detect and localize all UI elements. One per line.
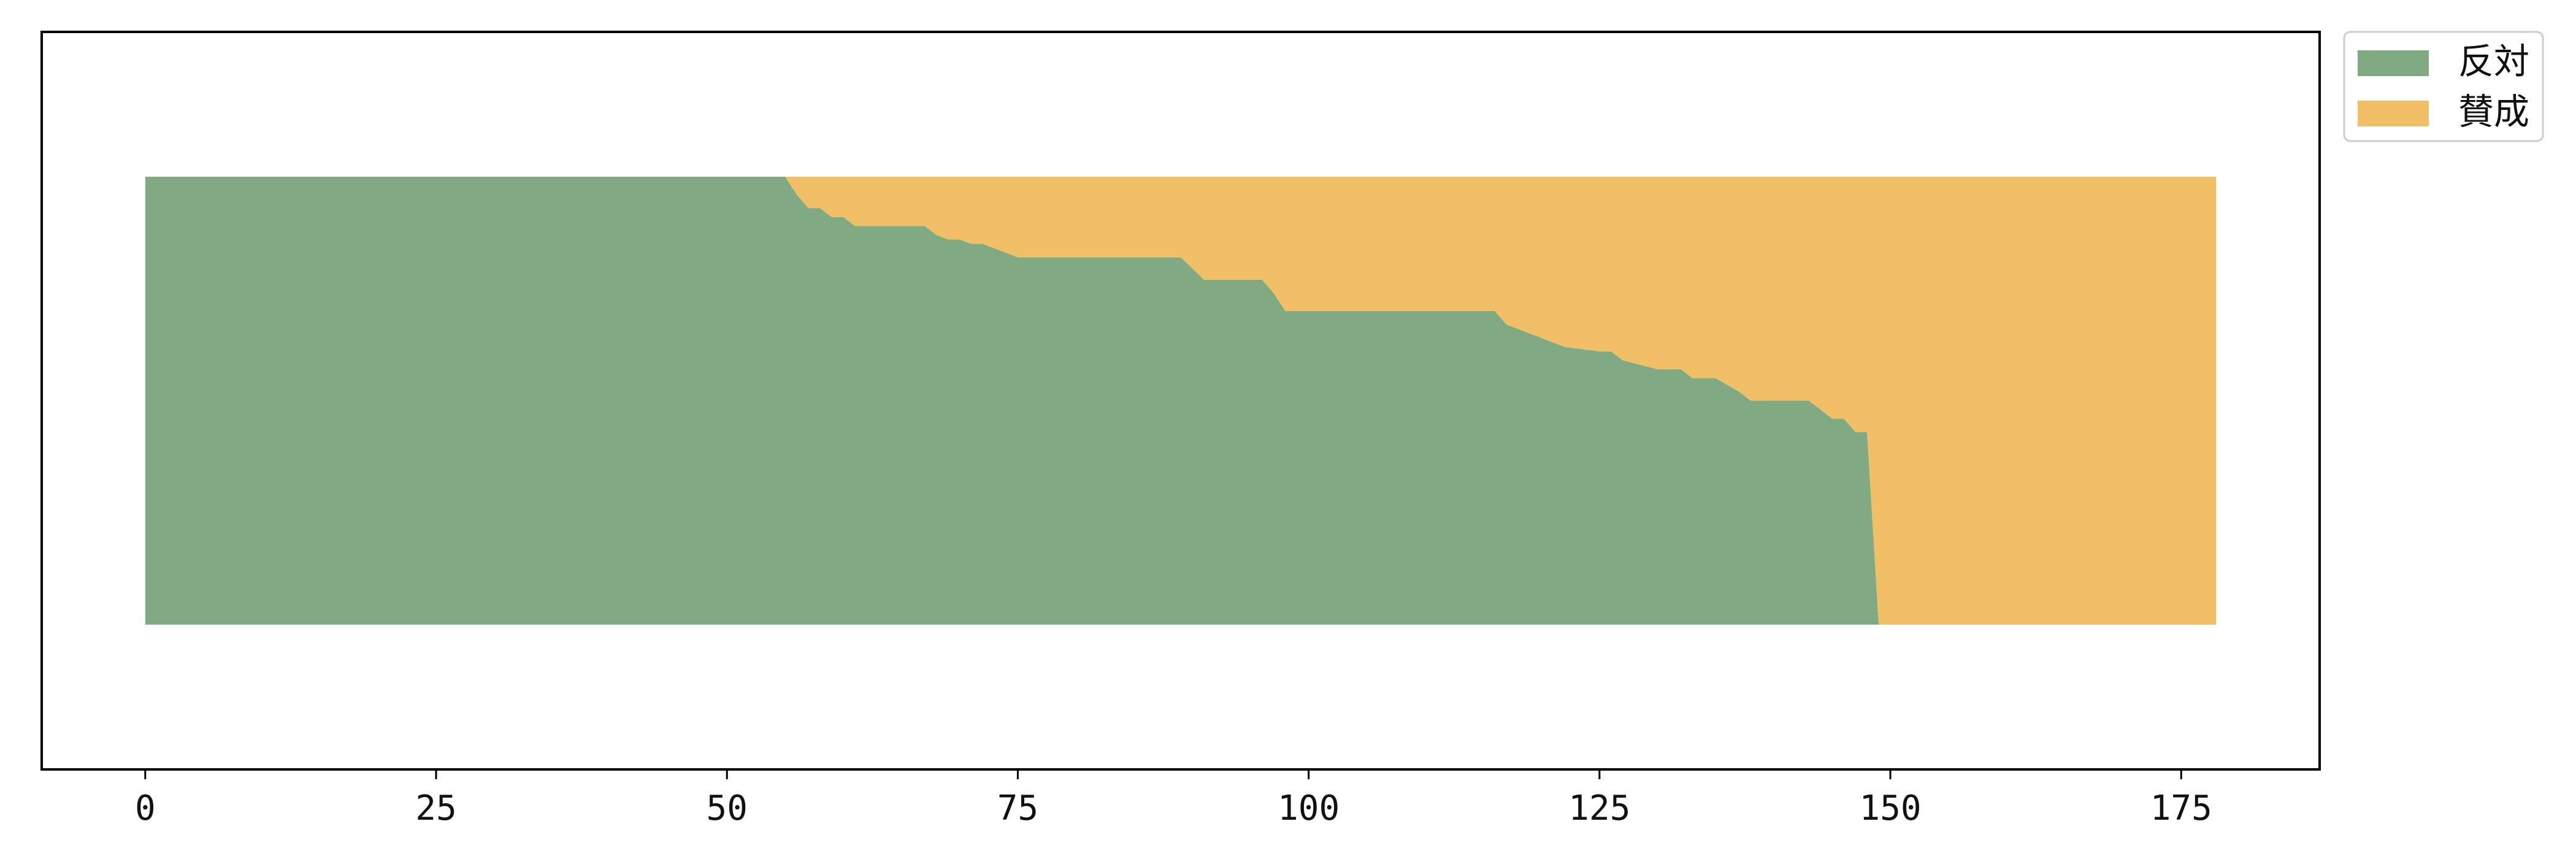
- series-area-0: [145, 177, 2217, 625]
- axes-frame: [40, 31, 2321, 771]
- x-tick-label: 175: [2150, 788, 2212, 828]
- x-tick-label: 50: [707, 788, 748, 828]
- x-tick-label: 100: [1278, 788, 1340, 828]
- legend-swatch: [2358, 50, 2429, 76]
- series-area-1: [145, 177, 2217, 625]
- x-tick-label: 25: [415, 788, 456, 828]
- x-axis: 0 25 50 75 100 125 150 175: [135, 769, 2212, 828]
- legend-swatch: [2358, 101, 2429, 126]
- x-tick-label: 75: [997, 788, 1038, 828]
- plot-area: [145, 177, 2217, 625]
- legend-label: 賛成: [2458, 91, 2529, 133]
- x-tick-label: 0: [135, 788, 156, 828]
- x-tick-label: 125: [1568, 788, 1630, 828]
- x-tick-label: 150: [1859, 788, 1921, 828]
- legend-label: 反対: [2458, 40, 2529, 82]
